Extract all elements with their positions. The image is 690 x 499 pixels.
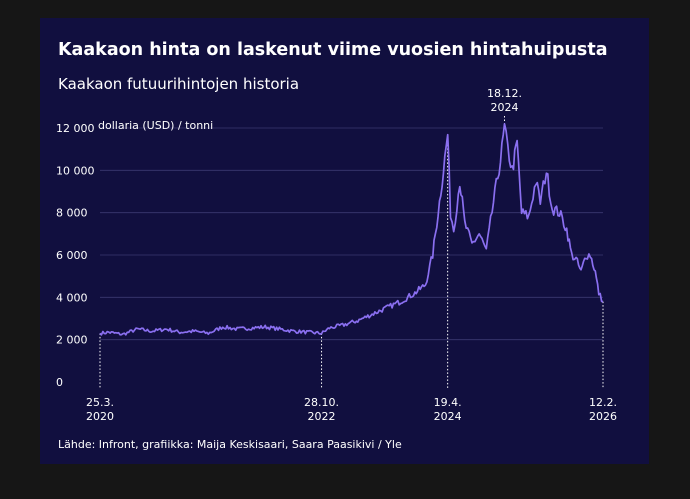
y-tick-label: 4 000: [56, 291, 88, 304]
y-tick-label: 6 000: [56, 249, 88, 262]
x-tick-label: 19.4.: [434, 396, 462, 409]
x-tick-label: 2022: [308, 410, 336, 423]
x-tick-label: 2020: [86, 410, 114, 423]
x-tick-label: 2024: [434, 410, 462, 423]
y-tick-label: 0: [56, 376, 63, 389]
x-tick-label: 18.12.: [487, 87, 522, 100]
y-tick-label: 8 000: [56, 207, 88, 220]
y-tick-label: 12 000: [56, 122, 95, 135]
y-axis-label: dollaria (USD) / tonni: [98, 119, 213, 132]
series-line: [99, 122, 604, 336]
chart-subtitle: Kaakaon futuurihintojen historia: [58, 75, 300, 93]
y-tick-label: 2 000: [56, 334, 88, 347]
x-tick-label: 2026: [589, 410, 617, 423]
x-tick-label: 25.3.: [86, 396, 114, 409]
x-tick-label: 2024: [491, 101, 519, 114]
source-credit: Lähde: Infront, grafiikka: Maija Keskisa…: [58, 438, 402, 451]
x-tick-label: 12.2.: [589, 396, 617, 409]
y-tick-label: 10 000: [56, 164, 95, 177]
x-tick-label: 28.10.: [304, 396, 339, 409]
chart-title: Kaakaon hinta on laskenut viime vuosien …: [58, 40, 608, 60]
chart-panel: Kaakaon hinta on laskenut viime vuosien …: [40, 18, 649, 464]
